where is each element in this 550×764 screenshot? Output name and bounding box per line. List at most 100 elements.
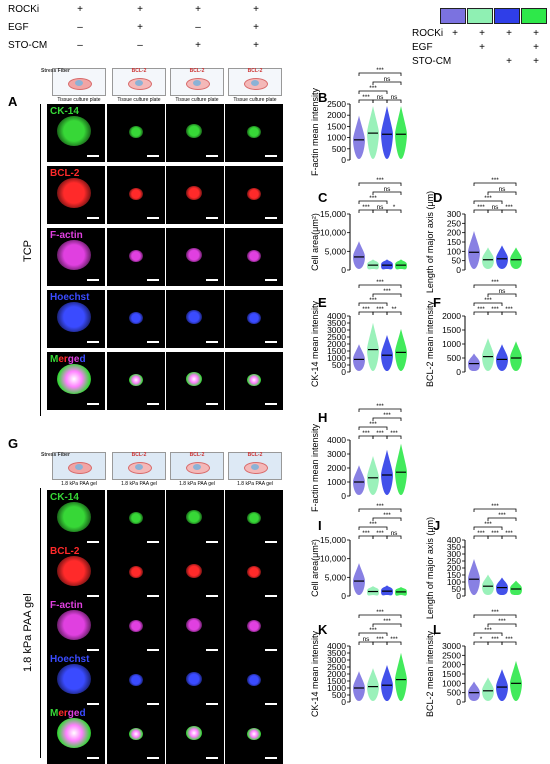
paa-micrograph-tile xyxy=(225,490,283,548)
violin xyxy=(353,465,365,495)
significance-label: ns xyxy=(384,186,392,193)
y-tick-label: 0 xyxy=(456,367,461,377)
y-tick-label: 3500 xyxy=(327,318,346,328)
violin xyxy=(353,563,365,595)
violin xyxy=(353,671,365,701)
violin xyxy=(496,245,508,269)
tcp-micrograph-tile xyxy=(107,228,165,286)
significance-bracket xyxy=(473,182,517,186)
tcp-micrograph-tile xyxy=(166,352,224,410)
legend-swatch-3 xyxy=(494,8,520,24)
merged-label-part: er xyxy=(58,354,68,365)
stain-label: CK-14 xyxy=(50,492,79,503)
significance-label: *** xyxy=(376,503,384,510)
scale-bar xyxy=(206,595,218,597)
y-tick-label: 400 xyxy=(447,535,461,545)
violin xyxy=(381,259,393,270)
significance-bracket xyxy=(358,200,388,204)
y-tick-label: 0 xyxy=(341,591,346,601)
condition-sign: – xyxy=(77,22,83,33)
significance-label: *** xyxy=(376,430,384,437)
y-tick-label: 500 xyxy=(447,688,461,698)
y-axis-label: Length of major axis (μm) xyxy=(425,191,435,293)
scale-bar xyxy=(206,541,218,543)
panel-letter-a: A xyxy=(8,94,18,109)
legend-sign: + xyxy=(506,28,512,39)
significance-label: * xyxy=(480,636,483,643)
y-tick-label: 15,000 xyxy=(320,535,346,545)
significance-bracket xyxy=(372,535,388,539)
violin xyxy=(510,580,522,595)
stain-label: Merged xyxy=(50,354,86,365)
y-tick-label: 2500 xyxy=(327,662,346,672)
tcp-micrograph-tile: CK-14 xyxy=(47,104,105,162)
scale-bar xyxy=(265,155,277,157)
significance-label: *** xyxy=(498,512,506,519)
schematic-bcl2-top-2: BCL-2 Tissue culture plate xyxy=(170,68,224,103)
violin xyxy=(395,652,407,701)
y-tick-label: 1500 xyxy=(327,676,346,686)
y-tick-label: 250 xyxy=(447,218,461,228)
y-tick-label: 5,000 xyxy=(325,572,347,582)
tcp-micrograph-tile xyxy=(107,104,165,162)
violin xyxy=(468,559,480,595)
y-tick-label: 500 xyxy=(332,360,346,370)
stain-label: Hoechst xyxy=(50,654,90,665)
significance-label: ns xyxy=(377,94,385,101)
legend-swatch-4 xyxy=(521,8,547,24)
condition-sign: + xyxy=(253,4,259,15)
significance-bracket xyxy=(473,508,517,512)
tcp-micrograph-tile xyxy=(225,290,283,348)
y-tick-label: 2000 xyxy=(442,660,461,670)
schematic-bcl2-bottom-1: BCL-2 1.8 kPa PAA gel xyxy=(112,452,166,487)
violin xyxy=(468,230,480,269)
significance-bracket xyxy=(473,632,503,636)
significance-bracket xyxy=(372,417,402,421)
significance-bracket xyxy=(358,182,402,186)
significance-bracket xyxy=(487,623,517,627)
tcp-micrograph-tile xyxy=(166,290,224,348)
merged-label-part: ge xyxy=(67,354,80,365)
y-tick-label: 3000 xyxy=(442,641,461,651)
significance-bracket xyxy=(358,426,388,430)
y-tick-label: 2500 xyxy=(327,99,346,109)
schematic-bcl2-bottom-3: BCL-2 1.8 kPa PAA gel xyxy=(228,452,282,487)
scale-bar xyxy=(206,403,218,405)
tcp-micrograph-tile xyxy=(225,166,283,224)
schematic-stress-fiber-top: Stress Fiber Tissue culture plate xyxy=(41,68,106,103)
y-tick-label: 4000 xyxy=(327,311,346,321)
panel-letter: I xyxy=(318,518,322,533)
violin xyxy=(395,443,407,495)
significance-bracket xyxy=(358,408,402,412)
stain-label: Hoechst xyxy=(50,292,90,303)
y-tick-label: 50 xyxy=(452,256,462,266)
tcp-micrograph-tile: Merged xyxy=(47,352,105,410)
panel-letter: J xyxy=(433,518,440,533)
violin xyxy=(367,106,379,159)
significance-bracket xyxy=(487,191,517,195)
significance-label: *** xyxy=(484,195,492,202)
y-tick-label: 200 xyxy=(447,228,461,238)
y-tick-label: 100 xyxy=(447,246,461,256)
tcp-micrograph-tile xyxy=(107,166,165,224)
scale-bar xyxy=(206,217,218,219)
violin xyxy=(482,247,494,269)
significance-label: *** xyxy=(491,306,499,313)
scale-bar xyxy=(265,341,277,343)
significance-label: *** xyxy=(369,521,377,528)
significance-label: *** xyxy=(383,618,391,625)
violin xyxy=(496,577,508,595)
y-tick-label: 2000 xyxy=(442,311,461,321)
y-tick-label: 2000 xyxy=(327,669,346,679)
scale-bar xyxy=(87,541,99,543)
significance-label: *** xyxy=(369,627,377,634)
significance-label: ns xyxy=(384,76,392,83)
significance-label: *** xyxy=(491,636,499,643)
paa-micrograph-tile xyxy=(166,598,224,656)
group-bar-top xyxy=(40,104,41,416)
significance-bracket xyxy=(473,614,517,618)
significance-label: ns xyxy=(377,204,385,211)
scale-bar xyxy=(147,757,159,759)
y-tick-label: 500 xyxy=(332,690,346,700)
y-tick-label: 3000 xyxy=(327,449,346,459)
